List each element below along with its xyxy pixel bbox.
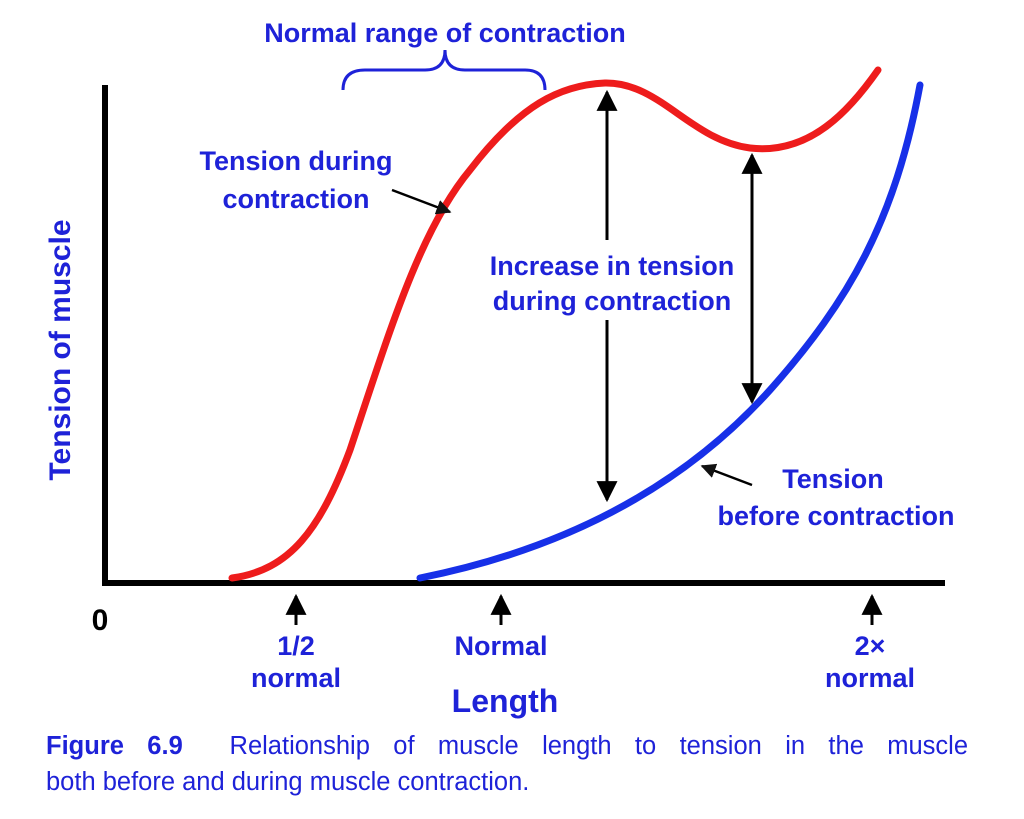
pointer-arrow — [700, 463, 753, 487]
origin-label: 0 — [92, 604, 109, 637]
pointer-arrow — [391, 188, 452, 215]
diagram: Normal range of contraction Tension duri… — [44, 18, 955, 719]
tension-before-curve — [416, 81, 924, 582]
marker-label: 1/2 — [277, 631, 315, 661]
tension-during-curve — [228, 66, 882, 582]
caption-line: Figure 6.9 Relationship of muscle length… — [46, 728, 968, 764]
figure-number: Figure 6.9 — [46, 732, 183, 760]
marker-label: 2× — [855, 631, 886, 661]
caption: Figure 6.9 Relationship of muscle length… — [46, 728, 968, 800]
x-axis-label: Length — [452, 683, 559, 719]
marker-label: normal — [251, 663, 341, 693]
before-label: Tension — [782, 464, 884, 494]
marker-label: normal — [825, 663, 915, 693]
range-brace — [341, 49, 547, 91]
during-label: Tension during — [200, 146, 393, 176]
increase-label: Increase in tension — [490, 251, 735, 281]
before-label: before contraction — [717, 501, 954, 531]
during-label: contraction — [222, 184, 369, 214]
marker-label: Normal — [454, 631, 547, 661]
caption-text: Relationship of muscle length to tension… — [229, 732, 969, 760]
increase-label: during contraction — [493, 286, 732, 316]
caption-text: both before and during muscle contractio… — [46, 768, 530, 796]
y-axis-label: Tension of muscle — [44, 219, 77, 480]
range-label: Normal range of contraction — [264, 18, 626, 48]
